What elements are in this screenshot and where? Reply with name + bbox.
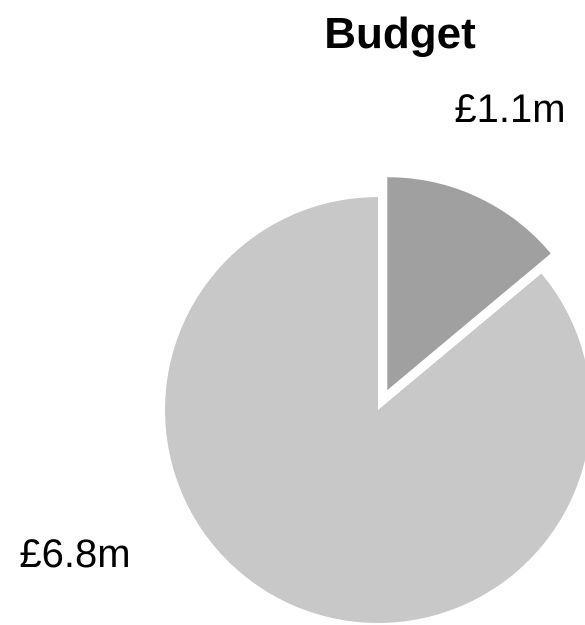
pie-slice-1 (387, 177, 551, 391)
pie-data-label-2: £6.8m (19, 532, 130, 576)
pie-data-label-1: £1.1m (454, 87, 565, 131)
pie-slice-2 (165, 197, 585, 623)
pie-data-labels: £1.1m £6.8m (19, 87, 565, 576)
pie-slices (165, 177, 585, 623)
chart-title: Budget (324, 9, 476, 58)
